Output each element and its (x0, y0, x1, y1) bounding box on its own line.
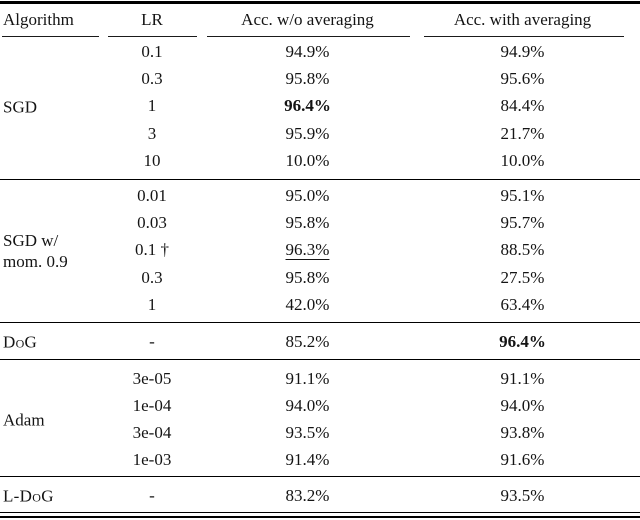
header-underline-algorithm (2, 36, 99, 38)
lr-cell: 1e-04 (132, 396, 172, 416)
algorithm-label-l-dog: L-DoG (3, 485, 54, 505)
section-sgd: SGD 0.1 94.9% 94.9% 0.3 95.8% 95.6% 1 96… (0, 38, 640, 175)
table-row: 1 96.4% 84.4% (0, 96, 640, 116)
section-adam: Adam 3e-05 91.1% 91.1% 1e-04 94.0% 94.0%… (0, 366, 640, 473)
table-row: 1 42.0% 63.4% (0, 295, 640, 315)
acc-avg-cell: 94.9% (500, 41, 545, 61)
table-row: - 85.2% 96.4% (0, 332, 640, 352)
section-divider (0, 179, 640, 181)
acc-avg-cell: 84.4% (500, 96, 545, 116)
table-header-row: Algorithm LR Acc. w/o averaging Acc. wit… (0, 5, 640, 35)
lr-cell: 0.3 (141, 267, 163, 287)
lr-cell: 10 (143, 151, 161, 171)
acc-no-avg-cell: 91.1% (285, 369, 330, 389)
acc-avg-cell: 88.5% (500, 240, 545, 260)
acc-avg-cell: 95.7% (500, 213, 545, 233)
acc-avg-cell: 91.6% (500, 449, 545, 469)
acc-avg-cell: 95.6% (500, 69, 545, 89)
acc-no-avg-cell: 83.2% (285, 485, 330, 505)
table-row: 3e-04 93.5% 93.8% (0, 423, 640, 443)
acc-no-avg-cell: 85.2% (285, 331, 330, 351)
table-row: 1e-03 91.4% 91.6% (0, 450, 640, 470)
section-divider (0, 359, 640, 361)
section-divider (0, 476, 640, 478)
acc-no-avg-cell: 42.0% (285, 295, 330, 315)
table-row: 10 10.0% 10.0% (0, 151, 640, 171)
lr-cell: 1 (147, 96, 157, 116)
bottom-thin-rule (0, 512, 640, 514)
acc-no-avg-cell: 95.8% (285, 213, 330, 233)
algorithm-label-dog: DoG (3, 331, 38, 351)
algorithm-label-adam: Adam (3, 409, 45, 429)
lr-cell: - (149, 331, 155, 351)
header-acc-avg: Acc. with averaging (453, 10, 592, 29)
header-acc-no-avg: Acc. w/o averaging (241, 10, 374, 29)
table-row: 0.3 95.8% 27.5% (0, 268, 640, 288)
lr-cell: 3e-04 (132, 422, 172, 442)
acc-no-avg-cell: 91.4% (285, 449, 330, 469)
lr-cell: 1e-03 (132, 449, 172, 469)
acc-avg-cell: 93.8% (500, 422, 545, 442)
algorithm-label-sgd-momentum: SGD w/ mom. 0.9 (3, 230, 68, 271)
table-row: 0.01 95.0% 95.1% (0, 186, 640, 206)
table-row: 3e-05 91.1% 91.1% (0, 369, 640, 389)
lr-cell: 3e-05 (132, 369, 172, 389)
lr-cell: 0.03 (137, 213, 167, 233)
algorithm-label-sgd: SGD (3, 96, 38, 116)
lr-cell: - (149, 485, 155, 505)
section-dog: DoG - 85.2% 96.4% (0, 325, 640, 358)
acc-no-avg-cell: 95.8% (285, 69, 330, 89)
acc-avg-cell: 21.7% (500, 123, 545, 143)
header-underline-acc-no-avg (207, 36, 410, 38)
acc-avg-cell: 94.0% (500, 396, 545, 416)
table-row: 0.1 † 96.3% 88.5% (0, 240, 640, 260)
lr-cell: 0.1 (141, 41, 163, 61)
lr-cell: 3 (147, 123, 157, 143)
acc-avg-cell: 93.5% (500, 485, 545, 505)
acc-avg-cell: 63.4% (500, 295, 545, 315)
header-underline-lr (108, 36, 197, 38)
header-lr: LR (141, 10, 163, 29)
table-row: 1e-04 94.0% 94.0% (0, 396, 640, 416)
header-underline-acc-avg (424, 36, 624, 38)
table-row: 3 95.9% 21.7% (0, 124, 640, 144)
acc-no-avg-cell: 96.4% (284, 96, 331, 116)
acc-no-avg-cell: 94.9% (285, 41, 330, 61)
acc-avg-cell: 91.1% (500, 369, 545, 389)
top-rule (0, 1, 640, 4)
bottom-rule (0, 515, 640, 519)
acc-avg-cell: 10.0% (500, 151, 545, 171)
header-algorithm: Algorithm (3, 10, 74, 29)
acc-no-avg-cell: 10.0% (285, 151, 330, 171)
lr-cell: 0.1 † (135, 240, 169, 260)
table-row: - 83.2% 93.5% (0, 486, 640, 506)
acc-avg-cell: 27.5% (500, 267, 545, 287)
lr-cell: 1 (147, 295, 157, 315)
acc-no-avg-cell: 94.0% (285, 396, 330, 416)
acc-no-avg-cell: 96.3% (285, 240, 330, 260)
acc-no-avg-cell: 95.9% (285, 123, 330, 143)
section-divider (0, 322, 640, 324)
acc-no-avg-cell: 95.8% (285, 267, 330, 287)
acc-no-avg-cell: 95.0% (285, 185, 330, 205)
lr-cell: 0.3 (141, 69, 163, 89)
lr-cell: 0.01 (137, 185, 167, 205)
acc-no-avg-cell: 93.5% (285, 422, 330, 442)
table-row: 0.3 95.8% 95.6% (0, 69, 640, 89)
table-row: 0.03 95.8% 95.7% (0, 213, 640, 233)
acc-avg-cell: 96.4% (499, 331, 546, 351)
section-sgd-momentum: SGD w/ mom. 0.9 0.01 95.0% 95.1% 0.03 95… (0, 182, 640, 319)
section-l-dog: L-DoG - 83.2% 93.5% (0, 480, 640, 511)
table-row: 0.1 94.9% 94.9% (0, 42, 640, 62)
acc-avg-cell: 95.1% (500, 185, 545, 205)
